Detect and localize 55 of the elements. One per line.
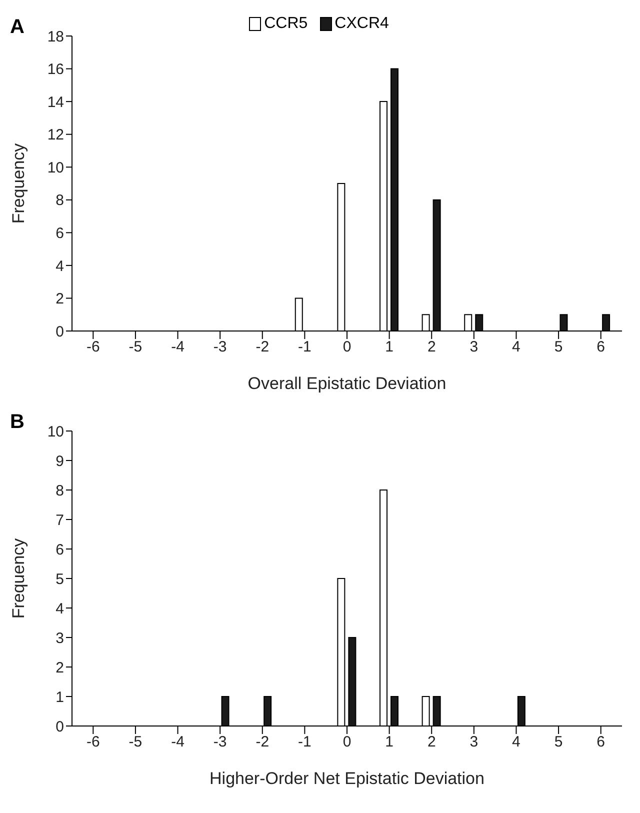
x-tick-label: -5 <box>128 338 142 356</box>
y-tick-label: 4 <box>56 258 64 275</box>
x-tick-label: 0 <box>342 734 352 751</box>
x-tick-label: 2 <box>427 734 436 751</box>
y-tick-label: 0 <box>56 323 64 340</box>
x-tick-label: 6 <box>596 338 606 356</box>
y-tick-label: 10 <box>47 423 64 440</box>
x-tick-label: -4 <box>171 338 184 356</box>
x-axis-title: Higher-Order Net Epistatic Deviation <box>210 769 484 788</box>
y-tick-label: 3 <box>56 630 64 647</box>
y-tick-label: 0 <box>56 718 64 736</box>
x-tick-label: -6 <box>86 338 100 356</box>
y-tick-label: 5 <box>56 570 64 588</box>
x-tick-label: -2 <box>256 338 270 356</box>
x-tick-label: 5 <box>554 734 563 751</box>
x-axis-title: Overall Epistatic Deviation <box>248 374 446 393</box>
chart-title: B <box>10 411 24 434</box>
y-tick-label: 2 <box>56 290 64 308</box>
x-tick-label: -3 <box>213 734 227 751</box>
y-tick-label: 6 <box>56 224 64 242</box>
x-tick-label: 1 <box>385 734 394 751</box>
x-tick-label: 5 <box>554 338 563 356</box>
y-axis-title: Frequency <box>9 142 28 224</box>
y-tick-label: 18 <box>47 28 64 46</box>
y-tick-label: 8 <box>56 482 64 500</box>
y-tick-label: 16 <box>47 61 64 78</box>
y-tick-label: 1 <box>56 688 64 706</box>
y-tick-label: 8 <box>56 192 64 210</box>
x-tick-label: 1 <box>385 338 394 356</box>
x-tick-label: -3 <box>213 338 227 356</box>
x-tick-label: 0 <box>342 338 352 356</box>
y-tick-label: 4 <box>56 600 64 618</box>
x-tick-label: 2 <box>427 338 436 356</box>
x-tick-label: 3 <box>470 338 478 356</box>
x-tick-label: 4 <box>512 338 520 356</box>
y-axis-title: Frequency <box>9 538 28 619</box>
x-tick-label: -5 <box>128 734 142 751</box>
y-tick-label: 2 <box>56 659 64 676</box>
y-tick-label: 10 <box>47 159 64 176</box>
x-tick-label: -2 <box>256 734 270 751</box>
x-tick-label: 6 <box>596 734 606 751</box>
y-tick-label: 7 <box>56 512 64 529</box>
x-tick-label: -1 <box>298 338 312 356</box>
x-tick-label: 3 <box>470 734 478 751</box>
y-tick-label: 9 <box>56 452 64 470</box>
x-tick-label: -1 <box>298 734 312 751</box>
chart-title: A <box>10 16 24 39</box>
x-tick-label: -6 <box>86 734 100 751</box>
y-tick-label: 12 <box>47 126 64 144</box>
y-tick-label: 14 <box>47 94 64 111</box>
x-tick-label: -4 <box>171 734 184 751</box>
x-tick-label: 4 <box>512 734 520 751</box>
y-tick-label: 6 <box>56 541 64 558</box>
legend-label: CXCR4 <box>334 14 389 34</box>
legend-label: CCR5 <box>263 14 308 34</box>
